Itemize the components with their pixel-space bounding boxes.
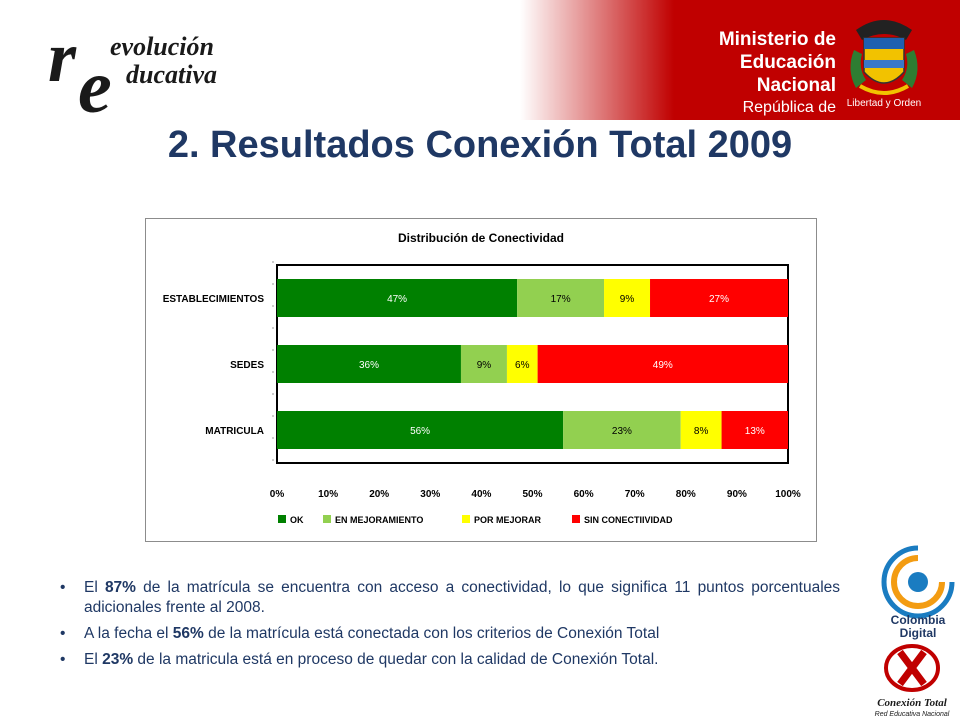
revolucion-educativa-logo: r e evolución ducativa — [48, 17, 248, 129]
bullet-list: • El 87% de la matrícula se encuentra co… — [60, 578, 840, 676]
x-tick-label: 30% — [420, 489, 440, 500]
bar-segment — [604, 279, 651, 317]
data-label: 13% — [745, 426, 765, 437]
logo-text-line1: evolución — [110, 32, 214, 61]
coat-of-arms-icon — [850, 20, 918, 95]
bar-segment — [277, 345, 461, 383]
bullet-text: de la matrícula está conectada con los c… — [203, 625, 660, 642]
bar-segment — [506, 345, 538, 383]
legend-swatch — [572, 515, 580, 523]
x-tick-label: 40% — [471, 489, 491, 500]
x-tick-label: 100% — [775, 489, 801, 500]
x-tick-label: 70% — [625, 489, 645, 500]
category-label: ESTABLECIMIENTOS — [163, 294, 265, 305]
legend-label: EN MEJORAMIENTO — [335, 515, 423, 525]
data-label: 9% — [477, 360, 492, 371]
data-label: 23% — [612, 426, 632, 437]
stacked-bar-chart: ESTABLECIMIENTOS 47% 17% 9% 27% SEDES 36% 9% 6% 4… — [163, 261, 801, 525]
bar-segment — [680, 411, 722, 449]
page-title: 2. Resultados Conexión Total 2009 — [167, 124, 793, 166]
data-label: 27% — [709, 294, 729, 305]
bullet-text: El — [84, 651, 103, 668]
header: r e evolución ducativa Ministerio de Edu… — [0, 0, 960, 138]
bar-segment — [650, 279, 788, 317]
legend-label: OK — [290, 515, 304, 525]
data-label: 49% — [653, 360, 673, 371]
logo-text-line2: ducativa — [126, 60, 217, 89]
legend-swatch — [278, 515, 286, 523]
data-label: 17% — [551, 294, 571, 305]
data-label: 8% — [694, 426, 709, 437]
category-label: SEDES — [230, 360, 264, 371]
conexion-total-line2: Red Educativa Nacional — [875, 711, 950, 718]
ministry-line1: Ministerio de — [718, 29, 836, 50]
bullet-text: de la matrícula se encuentra con acceso … — [84, 579, 841, 616]
ministry-line2: Educación Nacional — [739, 52, 836, 96]
colombia-digital-line2: Digital — [900, 626, 937, 640]
data-label: 9% — [620, 294, 635, 305]
conexion-total-logo: Conexión Total Red Educativa Nacional — [875, 644, 950, 718]
bar-segment — [277, 411, 564, 449]
bullet-item: • El 87% de la matrícula se encuentra co… — [60, 579, 841, 616]
legend-swatch — [323, 515, 331, 523]
bar-segment — [563, 411, 681, 449]
x-tick-label: 50% — [522, 489, 542, 500]
ministry-name: Ministerio de Educación Nacional Repúbli… — [676, 28, 836, 141]
bar-segment — [537, 345, 788, 383]
data-label: 6% — [515, 360, 530, 371]
chart-title: Distribución de Conectividad — [397, 231, 565, 245]
bullet-text: A la fecha el — [84, 625, 173, 642]
logo-letter-r: r — [48, 17, 77, 97]
data-label: 56% — [410, 426, 430, 437]
x-tick-label: 20% — [369, 489, 389, 500]
x-tick-label: 60% — [574, 489, 594, 500]
data-label: 47% — [387, 294, 407, 305]
bullet-highlight: 87% — [104, 579, 136, 596]
bar-segment — [277, 279, 518, 317]
x-tick-label: 10% — [318, 489, 338, 500]
legend-label: POR MEJORAR — [474, 515, 542, 525]
motto-text: Libertad y Orden — [846, 98, 922, 109]
category-label: MATRICULA — [205, 426, 264, 437]
data-label: 36% — [359, 360, 379, 371]
bullet-item: • El 23% de la matricula está en proceso… — [60, 651, 659, 668]
x-tick-label: 0% — [270, 489, 285, 500]
conexion-total-line1: Conexión Total — [877, 697, 948, 709]
bullet-text: de la matricula está en proceso de queda… — [133, 651, 659, 668]
legend-swatch — [462, 515, 470, 523]
colombia-digital-logo: Colombia Digital — [881, 545, 955, 640]
x-tick-label: 90% — [727, 489, 747, 500]
bullet-text: El — [84, 579, 105, 596]
bullet-highlight: 56% — [172, 625, 204, 642]
bullet-item: • A la fecha el 56% de la matrícula está… — [60, 625, 660, 642]
bar-segment — [721, 411, 788, 449]
chart-container: Distribución de Conectividad ESTABLECIMI… — [145, 218, 817, 542]
bullet-highlight: 23% — [102, 651, 134, 668]
legend-label: SIN CONECTIIVIDAD — [584, 515, 673, 525]
logo-letter-e: e — [78, 45, 112, 129]
bar-segment — [517, 279, 605, 317]
x-tick-label: 80% — [676, 489, 696, 500]
bar-segment — [460, 345, 507, 383]
ministry-line3: República de Colombia — [742, 99, 836, 138]
colombia-digital-line1: Colombia — [891, 613, 946, 627]
